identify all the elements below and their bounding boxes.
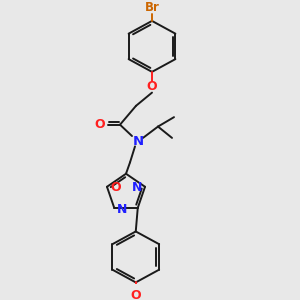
Text: N: N — [117, 203, 128, 216]
Text: N: N — [132, 135, 144, 148]
Text: O: O — [130, 289, 141, 300]
Text: O: O — [147, 80, 157, 94]
Text: N: N — [132, 181, 142, 194]
Text: O: O — [95, 118, 105, 131]
Text: Br: Br — [145, 1, 159, 14]
Text: O: O — [111, 181, 121, 194]
